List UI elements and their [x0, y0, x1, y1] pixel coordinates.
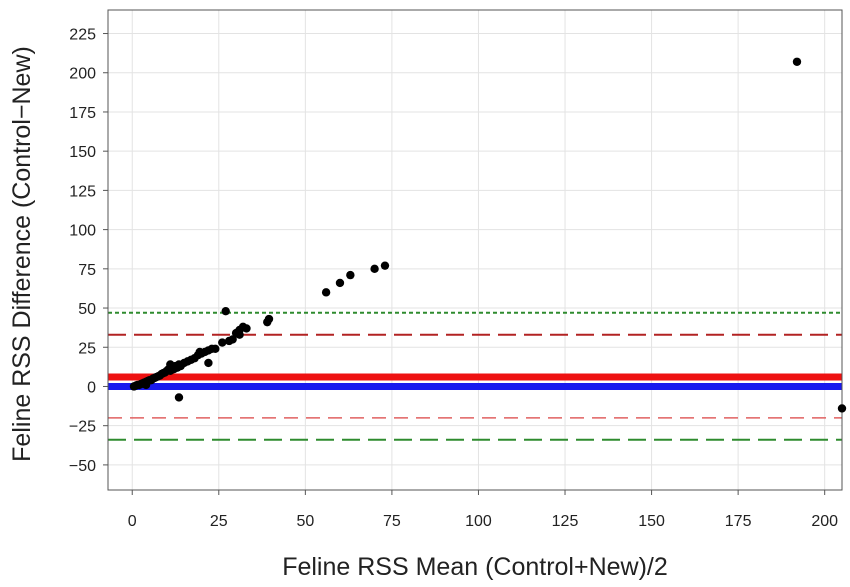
x-tick-label: 75	[383, 513, 401, 530]
x-tick-label: 0	[128, 513, 137, 530]
data-point	[235, 330, 244, 339]
x-tick-label: 150	[638, 513, 665, 530]
x-axis-title: Feline RSS Mean (Control+New)/2	[282, 553, 668, 581]
x-tick-label: 25	[210, 513, 228, 530]
y-tick-label: 175	[69, 105, 96, 122]
data-points	[129, 57, 847, 413]
y-tick-label: 200	[69, 66, 96, 83]
y-tick-label: 50	[78, 301, 96, 318]
data-point	[264, 314, 274, 324]
y-tick-label: 0	[87, 379, 96, 396]
data-point	[242, 324, 251, 333]
x-tick-label: 200	[811, 513, 838, 530]
x-tick-label: 125	[552, 513, 579, 530]
data-point	[321, 288, 331, 297]
x-tick-label: 50	[296, 513, 314, 530]
y-axis-title: Feline RSS Difference (Control−New)	[8, 46, 36, 462]
data-point	[228, 335, 237, 344]
y-tick-label: 75	[78, 262, 96, 279]
data-point	[346, 270, 355, 280]
x-tick-label: 100	[465, 513, 492, 530]
y-tick-label: 225	[69, 27, 96, 44]
plot-frame	[107, 9, 843, 491]
y-tick-label: −50	[69, 458, 96, 475]
data-point	[174, 393, 184, 402]
x-axis-ticks: 0 25 50 75 100 125 150 175 200	[128, 490, 838, 530]
y-axis-ticks: −50 −25 0 25 50 75 100 125 150 175 200 225	[69, 27, 108, 475]
x-tick-label: 175	[725, 513, 752, 530]
data-point	[335, 278, 345, 288]
data-point	[221, 306, 230, 316]
data-point	[204, 358, 213, 368]
y-tick-label: 150	[69, 144, 96, 161]
reference-lines	[108, 311, 842, 441]
data-point	[837, 404, 847, 413]
data-point	[218, 338, 227, 347]
data-point	[380, 261, 390, 270]
y-tick-label: 25	[78, 340, 96, 357]
data-point	[792, 57, 802, 66]
y-tick-label: 125	[69, 183, 96, 200]
y-tick-label: 100	[69, 223, 96, 240]
y-tick-label: −25	[69, 419, 96, 436]
data-point	[370, 264, 379, 274]
data-point	[211, 344, 220, 354]
